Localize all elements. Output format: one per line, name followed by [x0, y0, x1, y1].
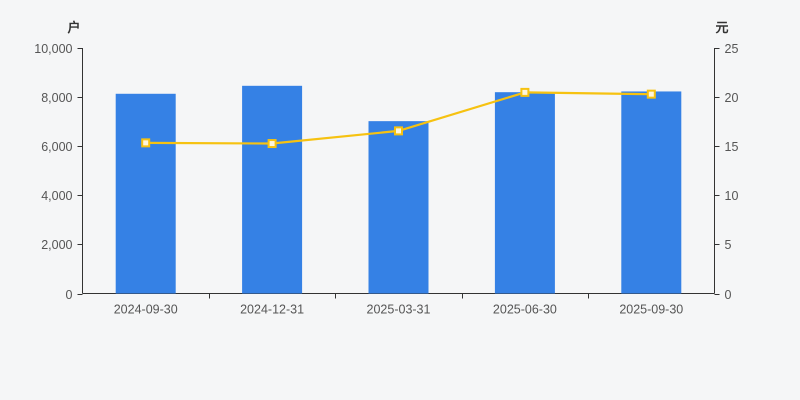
x-axis-label: 2025-09-30: [619, 303, 683, 317]
right-tick-label: 10: [725, 189, 739, 203]
bar[interactable]: [242, 85, 303, 294]
right-tick-label: 25: [725, 42, 739, 56]
trend-point-marker[interactable]: [520, 87, 530, 97]
right-axis-title: 元: [715, 20, 728, 35]
right-tick-label: 20: [725, 91, 739, 105]
bar[interactable]: [621, 91, 682, 294]
right-axis-ticks: 0 5 10 15 20 25: [714, 42, 739, 302]
x-axis-label: 2025-03-31: [367, 303, 431, 317]
x-axis-label: 2024-12-31: [240, 303, 304, 317]
left-axis-ticks: 0 2,000 4,000 6,000 8,000 10,000: [34, 42, 83, 302]
x-axis-labels: 2024-09-30 2024-12-31 2025-03-31 2025-06-30…: [114, 303, 684, 317]
trend-point-marker[interactable]: [646, 89, 656, 99]
x-axis-label: 2024-09-30: [114, 303, 178, 317]
bar[interactable]: [494, 92, 555, 294]
x-axis-label: 2025-06-30: [493, 303, 557, 317]
line-series: [141, 87, 656, 149]
left-axis-title: 户: [67, 20, 80, 35]
left-tick-label: 0: [66, 288, 73, 302]
bar-series: [115, 85, 682, 294]
left-tick-label: 8,000: [41, 91, 72, 105]
bar[interactable]: [115, 93, 176, 294]
left-tick-label: 6,000: [41, 140, 72, 154]
left-tick-label: 2,000: [41, 238, 72, 252]
bar[interactable]: [368, 121, 429, 294]
left-tick-label: 10,000: [34, 42, 72, 56]
right-tick-label: 0: [725, 288, 732, 302]
right-tick-label: 5: [725, 238, 732, 252]
trend-point-marker[interactable]: [267, 139, 277, 149]
trend-point-marker[interactable]: [141, 138, 151, 148]
x-axis-ticks: [209, 293, 589, 299]
left-tick-label: 4,000: [41, 189, 72, 203]
trend-point-marker[interactable]: [394, 126, 403, 136]
right-tick-label: 15: [725, 140, 739, 154]
